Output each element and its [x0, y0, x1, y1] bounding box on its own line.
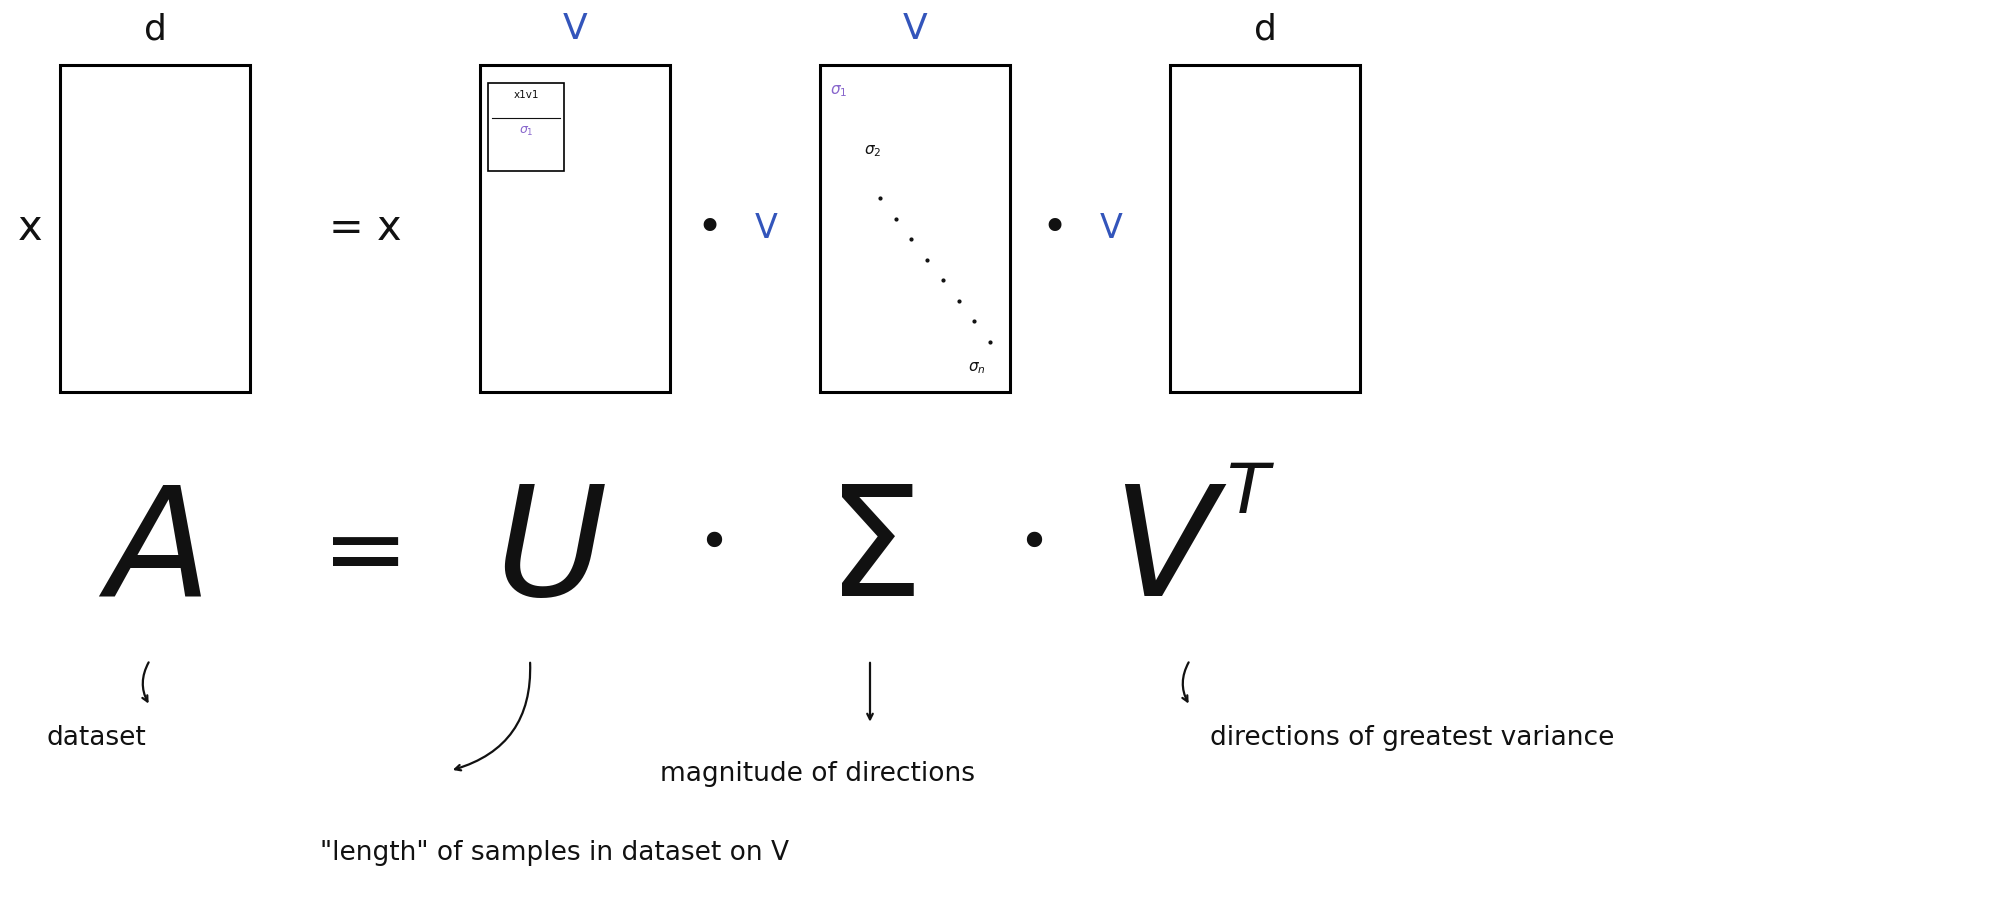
Bar [1170, 65, 1360, 392]
Text: $T$: $T$ [1226, 461, 1274, 527]
Text: •: • [1040, 207, 1068, 250]
Text: $\Sigma$: $\Sigma$ [826, 479, 914, 629]
Bar [488, 83, 564, 171]
Text: d: d [1254, 12, 1276, 46]
Text: $\sigma_1$: $\sigma_1$ [830, 83, 848, 99]
Text: •: • [696, 207, 722, 250]
Text: = x: = x [328, 208, 402, 249]
Text: $\bullet$: $\bullet$ [696, 514, 724, 566]
Text: $=$: $=$ [300, 503, 400, 605]
Text: directions of greatest variance: directions of greatest variance [1210, 725, 1614, 750]
Text: "length" of samples in dataset on V: "length" of samples in dataset on V [320, 840, 788, 866]
Bar [480, 65, 670, 392]
Text: $\sigma_n$: $\sigma_n$ [968, 360, 986, 376]
Text: magnitude of directions: magnitude of directions [660, 761, 976, 787]
Text: d: d [144, 12, 166, 46]
Bar [820, 65, 1010, 392]
Text: V: V [1100, 212, 1122, 245]
Text: $V$: $V$ [1112, 479, 1228, 629]
Text: x: x [18, 208, 42, 249]
Text: $\bullet$: $\bullet$ [1016, 514, 1044, 566]
Text: V: V [902, 12, 928, 46]
Text: dataset: dataset [46, 725, 146, 750]
Bar [60, 65, 250, 392]
Text: $\sigma_1$: $\sigma_1$ [518, 125, 534, 138]
Text: $U$: $U$ [494, 479, 606, 629]
Text: V: V [562, 12, 588, 46]
Text: x1v1: x1v1 [514, 90, 538, 101]
Text: $A$: $A$ [98, 479, 202, 629]
Text: $\sigma_2$: $\sigma_2$ [864, 143, 882, 159]
Text: V: V [754, 212, 778, 245]
